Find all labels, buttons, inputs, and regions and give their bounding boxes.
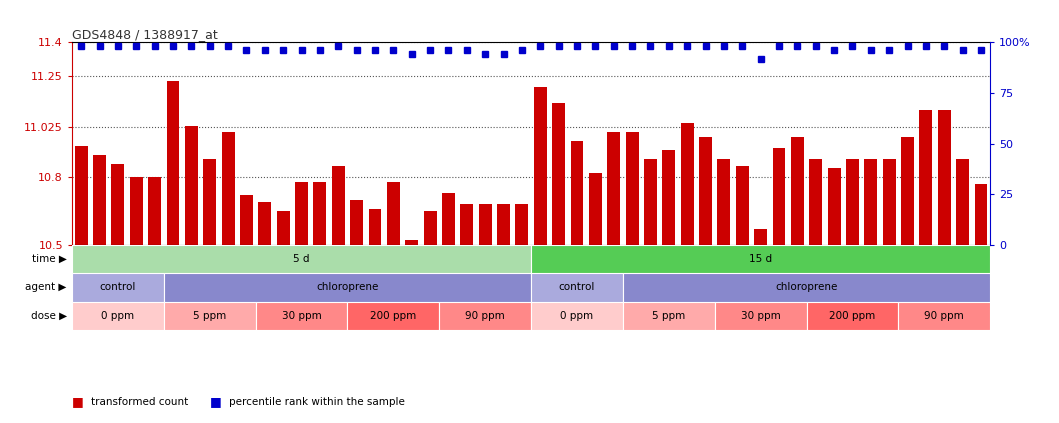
Text: chloroprene: chloroprene [775, 283, 838, 292]
Text: 200 ppm: 200 ppm [829, 311, 876, 321]
Bar [864, 159, 877, 245]
Bar [809, 159, 822, 245]
Text: 15 d: 15 d [749, 254, 772, 264]
Bar [828, 168, 841, 245]
Bar [715, 302, 807, 330]
Bar [516, 204, 528, 245]
Bar [938, 110, 951, 245]
Bar [93, 155, 106, 245]
Text: dose ▶: dose ▶ [31, 311, 67, 321]
Bar [883, 159, 896, 245]
Bar [956, 159, 969, 245]
Text: chloroprene: chloroprene [317, 283, 379, 292]
Bar [699, 137, 712, 245]
Bar [439, 302, 532, 330]
Text: 5 ppm: 5 ppm [193, 311, 227, 321]
Bar [166, 80, 179, 245]
Bar [898, 302, 990, 330]
Bar [461, 204, 473, 245]
Bar [718, 159, 731, 245]
Bar [534, 87, 546, 245]
Text: control: control [559, 283, 595, 292]
Bar [276, 211, 289, 245]
Bar [919, 110, 932, 245]
Bar [72, 273, 164, 302]
Bar [807, 302, 898, 330]
Bar [387, 182, 400, 245]
Bar [623, 302, 715, 330]
Bar [369, 209, 381, 245]
Bar [571, 141, 584, 245]
Bar [295, 182, 308, 245]
Bar [72, 245, 532, 273]
Bar [607, 132, 621, 245]
Bar [623, 273, 990, 302]
Text: 90 ppm: 90 ppm [465, 311, 505, 321]
Bar [258, 202, 271, 245]
Text: transformed count: transformed count [91, 397, 189, 407]
Bar [221, 132, 234, 245]
Bar [901, 137, 914, 245]
Bar [255, 302, 347, 330]
Text: control: control [100, 283, 137, 292]
Bar [203, 159, 216, 245]
Bar [424, 211, 436, 245]
Bar [130, 177, 143, 245]
Bar [240, 195, 253, 245]
Bar [111, 164, 124, 245]
Bar [754, 229, 767, 245]
Text: 5 ppm: 5 ppm [652, 311, 685, 321]
Text: 0 ppm: 0 ppm [102, 311, 134, 321]
Text: 30 ppm: 30 ppm [740, 311, 780, 321]
Text: ■: ■ [210, 396, 221, 408]
Bar [974, 184, 987, 245]
Bar [846, 159, 859, 245]
Bar [148, 177, 161, 245]
Bar [75, 146, 88, 245]
Text: percentile rank within the sample: percentile rank within the sample [229, 397, 405, 407]
Bar [164, 302, 255, 330]
Bar [531, 245, 990, 273]
Bar [662, 150, 676, 245]
Bar [626, 132, 639, 245]
Bar [589, 173, 602, 245]
Text: time ▶: time ▶ [32, 254, 67, 264]
Bar [164, 273, 532, 302]
Bar [736, 166, 749, 245]
Bar [351, 200, 363, 245]
Bar [479, 204, 491, 245]
Bar [497, 204, 510, 245]
Bar [773, 148, 786, 245]
Bar [331, 166, 344, 245]
Bar [791, 137, 804, 245]
Text: 90 ppm: 90 ppm [925, 311, 964, 321]
Bar [72, 302, 164, 330]
Text: 200 ppm: 200 ppm [371, 311, 416, 321]
Text: agent ▶: agent ▶ [25, 283, 67, 292]
Text: ■: ■ [72, 396, 84, 408]
Text: 0 ppm: 0 ppm [560, 311, 593, 321]
Bar [531, 273, 623, 302]
Bar [442, 193, 455, 245]
Bar [185, 126, 198, 245]
Bar [644, 159, 657, 245]
Bar [406, 240, 418, 245]
Bar [347, 302, 439, 330]
Bar [681, 124, 694, 245]
Bar [313, 182, 326, 245]
Text: 5 d: 5 d [293, 254, 310, 264]
Text: GDS4848 / 1388917_at: GDS4848 / 1388917_at [72, 28, 218, 41]
Text: 30 ppm: 30 ppm [282, 311, 322, 321]
Bar [531, 302, 623, 330]
Bar [552, 103, 566, 245]
